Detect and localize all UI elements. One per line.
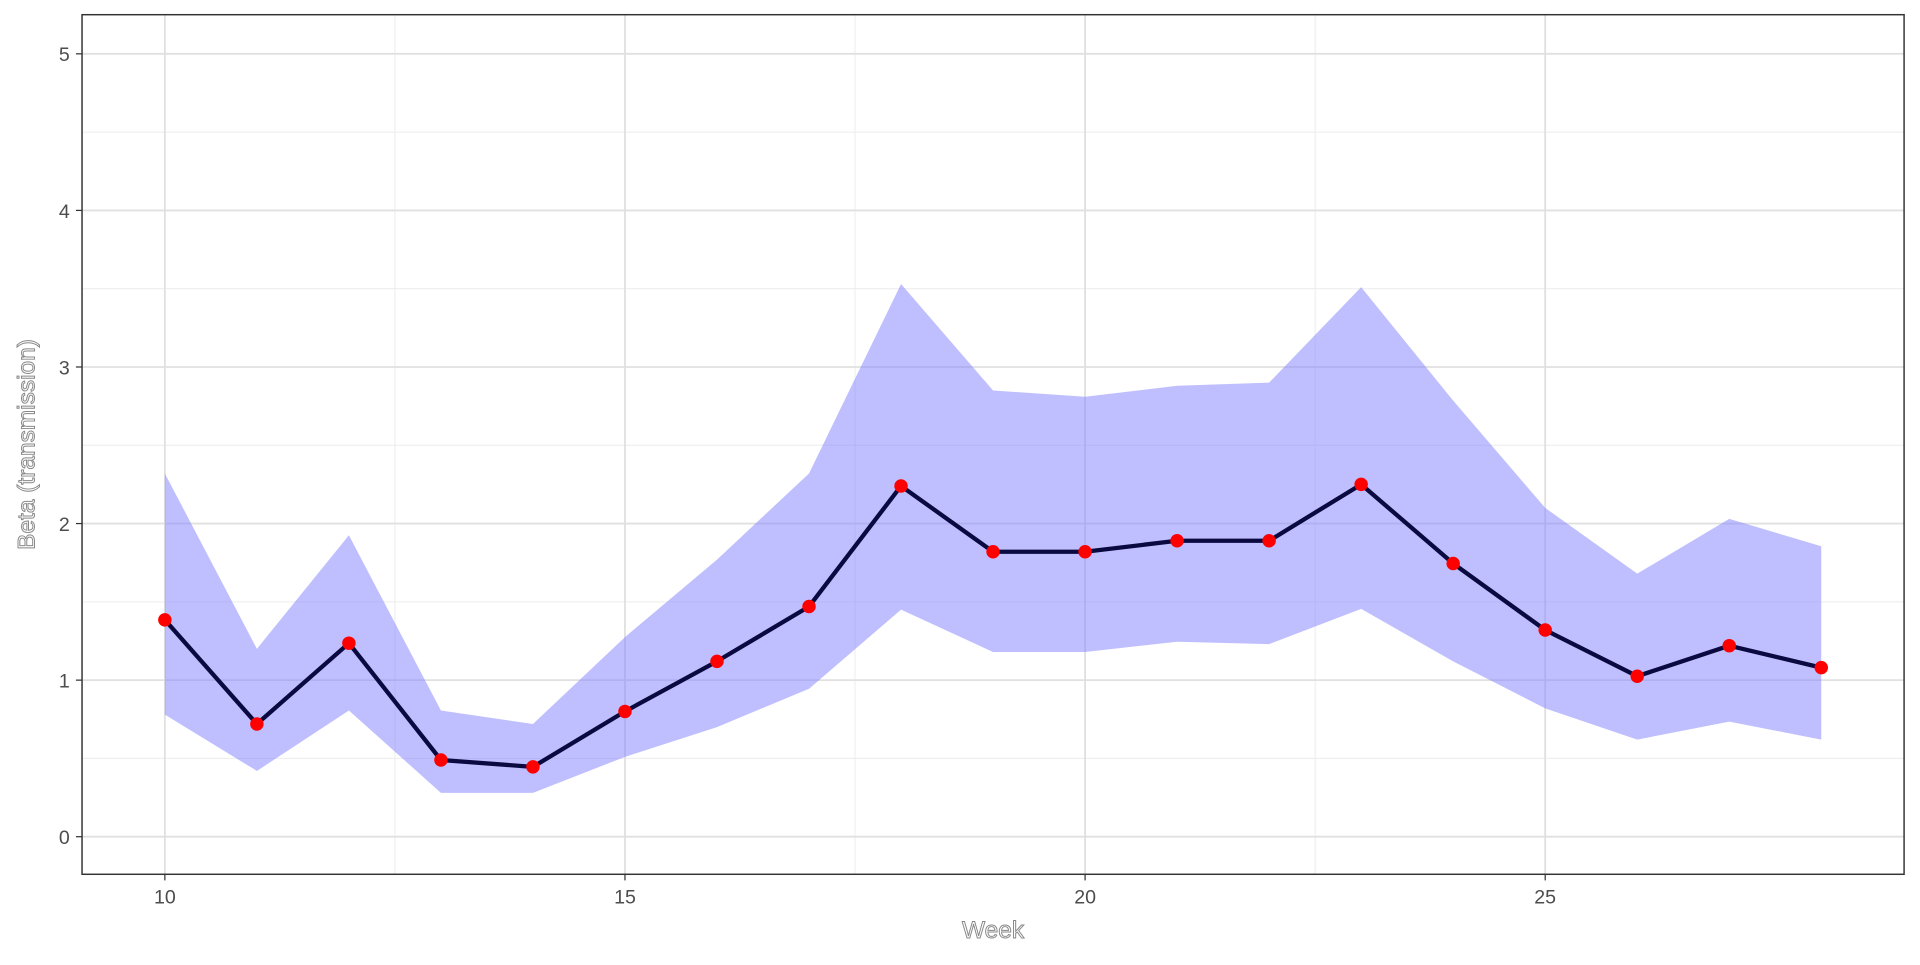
point: [1814, 660, 1828, 675]
point: [986, 545, 1000, 559]
point: [802, 599, 816, 614]
plot-border: [81, 13, 1905, 876]
point: [434, 753, 448, 767]
x-tick-label: 25: [1534, 887, 1556, 909]
point: [1262, 534, 1276, 548]
point: [894, 479, 908, 493]
y-tick-label: 2: [59, 514, 70, 536]
point: [618, 704, 632, 719]
y-tick-label: 1: [59, 670, 70, 692]
point: [1354, 477, 1368, 492]
point: [158, 613, 172, 627]
point: [1538, 623, 1552, 637]
point: [526, 760, 540, 774]
x-tick-label: 15: [614, 887, 636, 909]
y-tick-label: 5: [59, 44, 70, 66]
point: [1630, 669, 1644, 683]
x-tick-label: 20: [1074, 887, 1096, 909]
point: [1722, 638, 1736, 653]
point: [1078, 545, 1092, 559]
x-tick-label: 10: [154, 887, 176, 909]
y-tick-label: 3: [59, 357, 70, 379]
x-axis-title: Week: [962, 917, 1025, 944]
point: [342, 636, 356, 650]
point: [1446, 556, 1460, 571]
y-axis-title: Beta (transmission): [13, 339, 40, 550]
y-tick-label: 4: [59, 201, 70, 223]
point: [250, 717, 264, 731]
y-tick-label: 0: [59, 827, 70, 849]
confidence-band: [164, 284, 1822, 793]
point: [710, 654, 724, 669]
point: [1170, 534, 1184, 548]
